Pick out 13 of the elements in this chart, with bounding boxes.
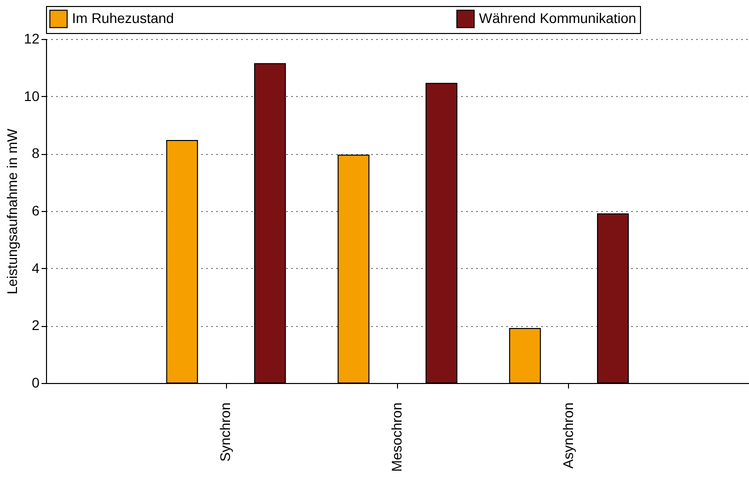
y-tick-label: 10 — [24, 88, 40, 104]
y-tick-label: 0 — [32, 374, 40, 390]
x-tick-label: Mesochron — [388, 402, 404, 472]
x-tick-label: Synchron — [217, 402, 234, 462]
y-tick-label: 8 — [32, 145, 40, 162]
legend-label: Während Kommunikation — [479, 10, 636, 26]
y-axis-title: Leistungsaufnahme in mW — [4, 128, 20, 294]
y-tick-label: 6 — [32, 202, 40, 218]
y-tick-label: 2 — [32, 317, 40, 334]
x-tick-label: Asynchron — [560, 402, 576, 469]
y-tick-label: 12 — [24, 30, 40, 46]
y-tick-label: 4 — [32, 260, 40, 276]
legend-label: Im Ruhezustand — [72, 10, 174, 26]
